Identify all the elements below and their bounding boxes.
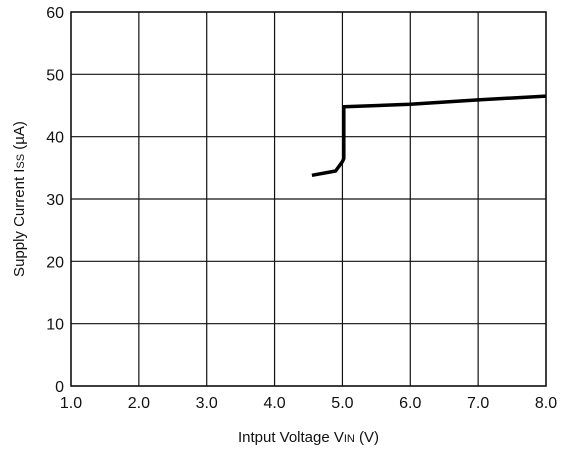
x-tick-labels: 1.0 2.0 3.0 4.0 5.0 6.0 7.0 8.0 [60,395,557,412]
x-axis-title: Intput Voltage VIN (V) [238,429,379,446]
series-layer [311,94,547,178]
plot-frame [70,11,547,387]
x-tick-label: 1.0 [60,395,82,412]
x-tick-label: 2.0 [128,395,150,412]
y-tick-label: 40 [46,130,64,147]
x-tick-label: 6.0 [399,395,421,412]
y-tick-label: 50 [46,67,64,84]
y-tick-labels: 0 10 20 30 40 50 60 [46,5,64,396]
y-axis-title-tail: (µA) [11,121,28,154]
x-axis-title-sub: IN [344,433,355,445]
y-tick-label: 0 [55,379,64,396]
y-axis-title-main: Supply Current I [11,169,28,277]
x-tick-label: 8.0 [535,395,557,412]
y-axis-title-sub: SS [15,154,27,169]
y-tick-label: 10 [46,317,64,334]
y-tick-label: 20 [46,254,64,271]
x-tick-label: 4.0 [263,395,285,412]
x-tick-label: 3.0 [196,395,218,412]
x-axis-title-tail: (V) [355,429,379,446]
x-tick-label: 7.0 [467,395,489,412]
chart-grid [70,11,547,387]
y-tick-label: 30 [46,192,64,209]
x-axis-title-main: Intput Voltage V [238,429,344,446]
x-tick-label: 5.0 [331,395,353,412]
y-axis-title: Supply Current ISS (µA) [11,121,28,277]
supply-current-series-line [311,94,547,178]
y-tick-label: 60 [46,5,64,22]
